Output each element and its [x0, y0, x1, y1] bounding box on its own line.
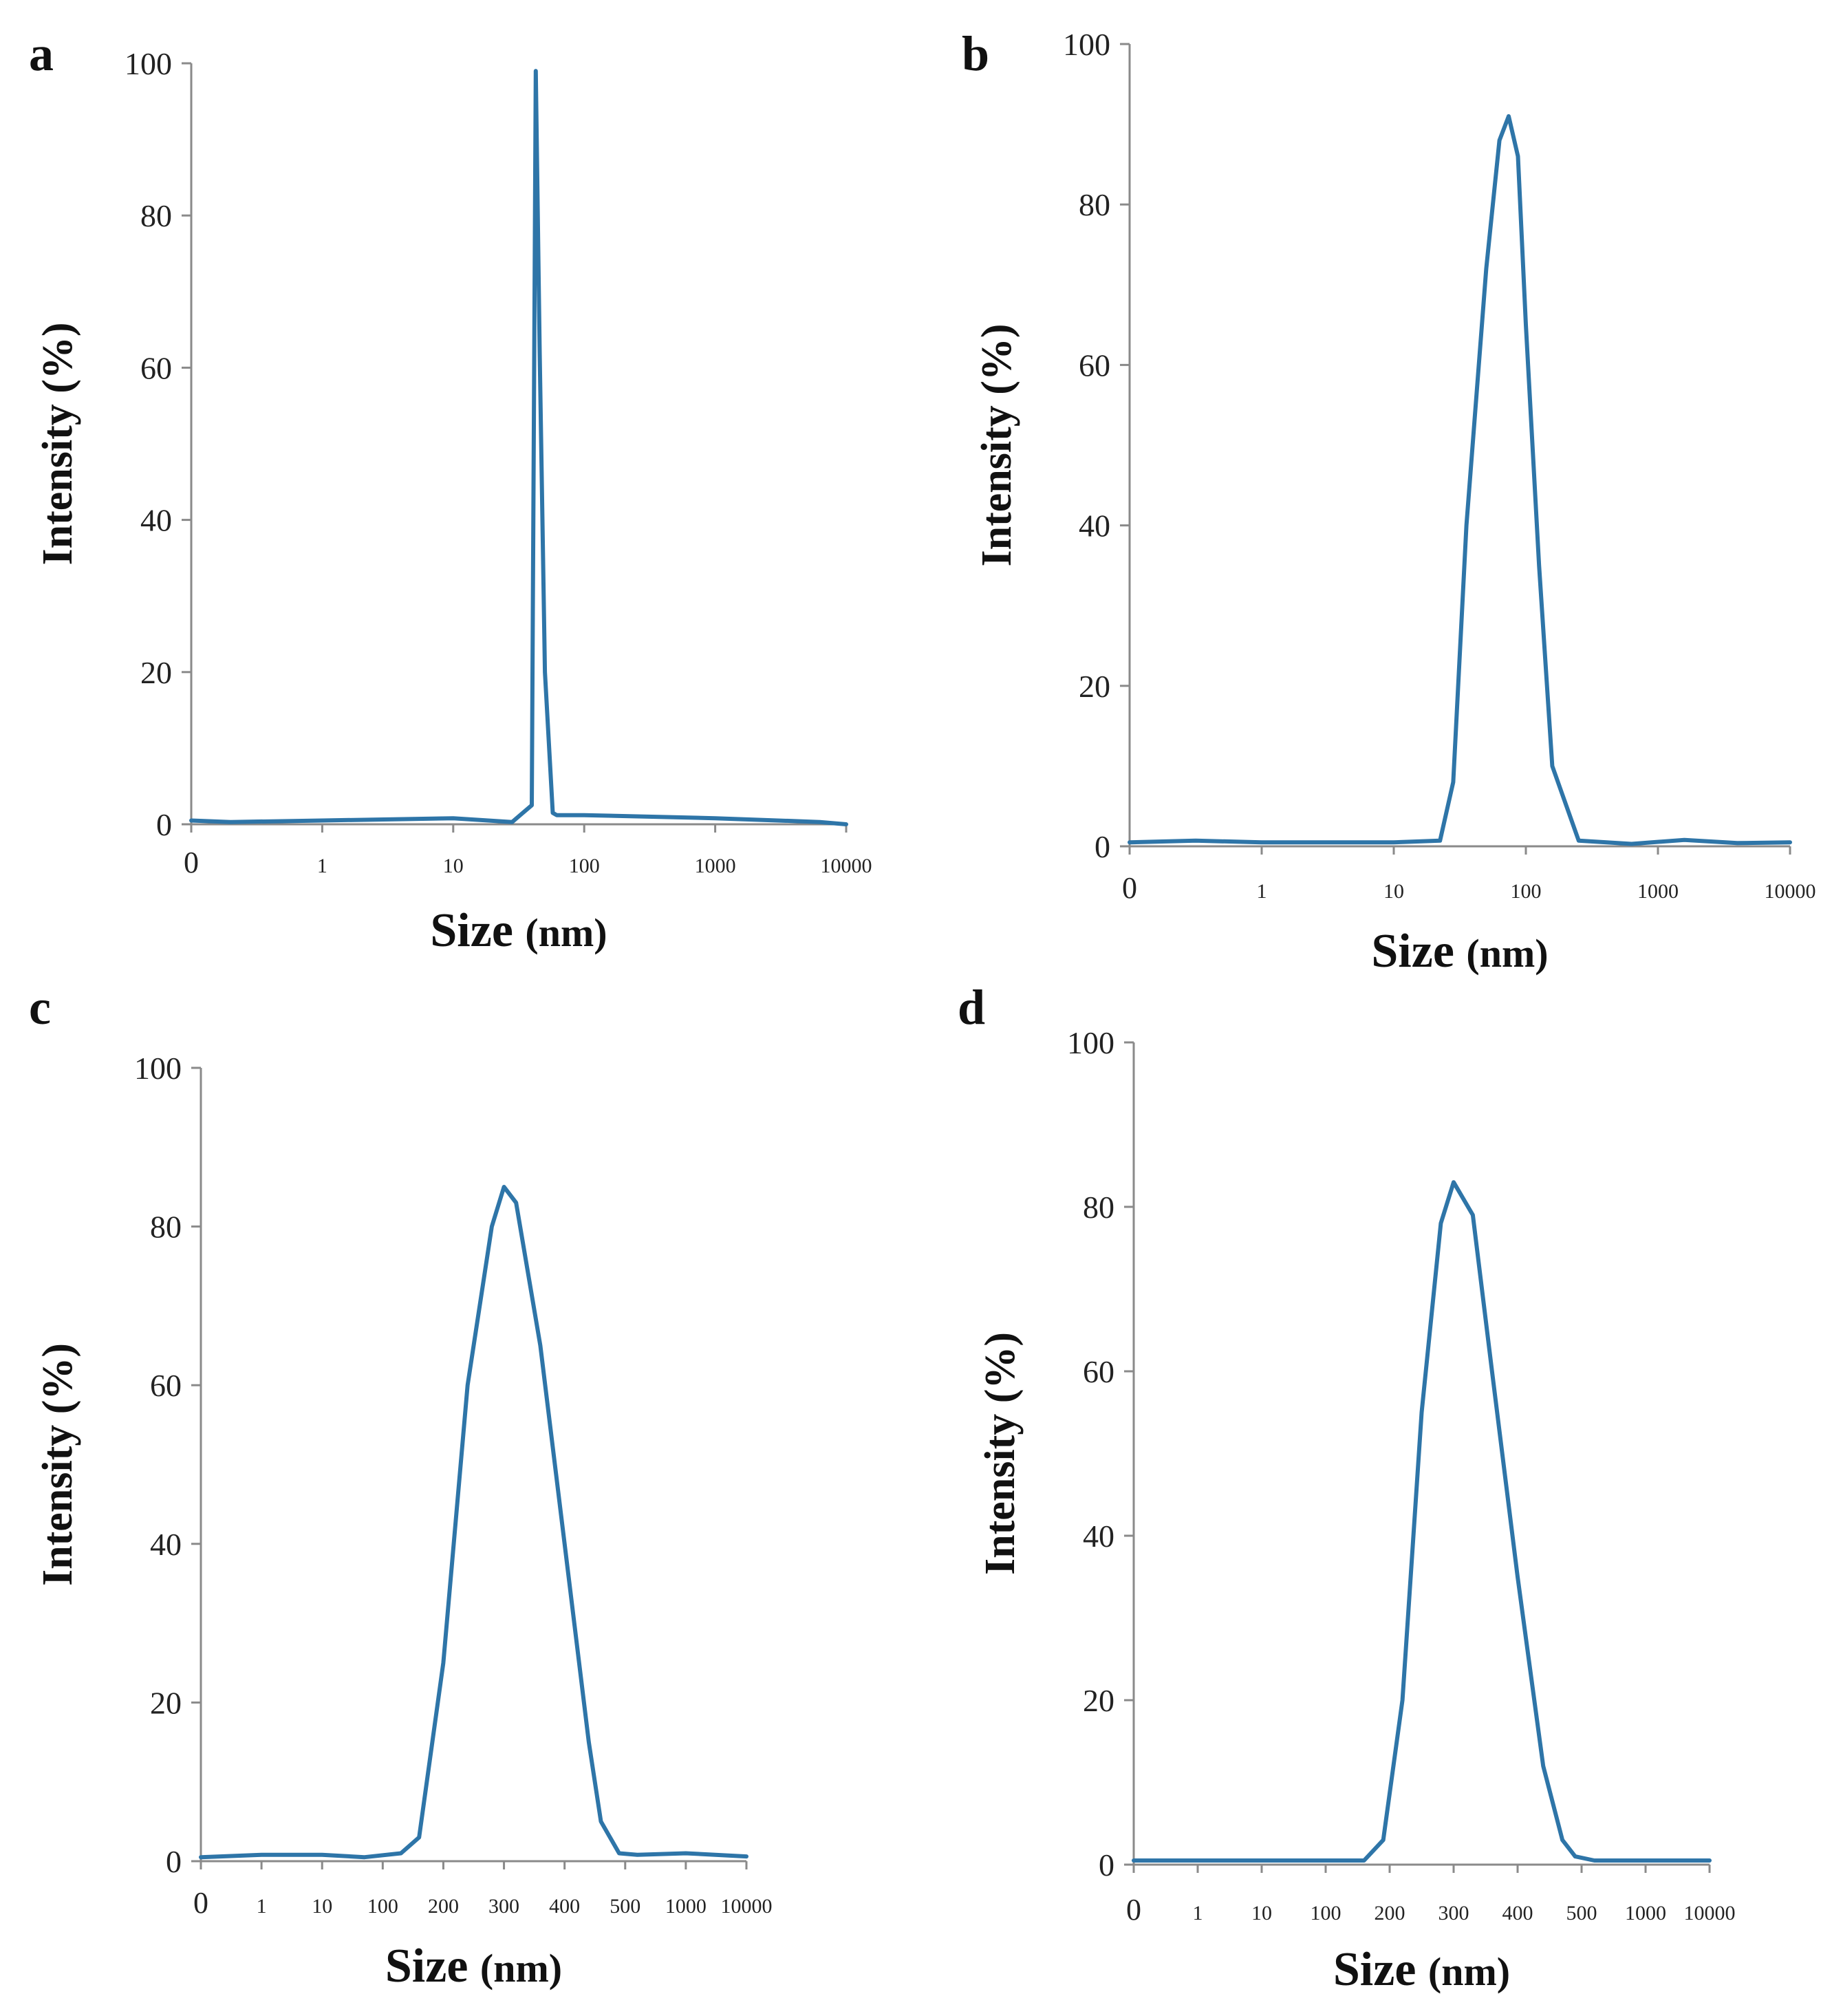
y-tick-label: 20	[150, 1685, 182, 1720]
x-axis-title: Size (nm)	[1371, 925, 1548, 978]
x-tick-label: 1	[1257, 880, 1267, 903]
y-tick-label: 80	[140, 198, 172, 233]
y-axis-title: Intensity (%)	[34, 1343, 81, 1586]
y-tick-label: 60	[1079, 347, 1110, 383]
y-tick-label: 20	[1079, 669, 1110, 704]
x-tick-label: 100	[367, 1895, 398, 1918]
y-tick-label: 100	[134, 1051, 182, 1086]
y-tick-label: 100	[125, 46, 172, 81]
panel-label-b: b	[962, 26, 989, 81]
x-axis-title-unit: (nm)	[1428, 1949, 1510, 1994]
y-tick-label: 100	[1067, 1025, 1114, 1060]
x-tick-label: 100	[1511, 880, 1542, 903]
x-tick-label: 100	[1311, 1902, 1341, 1924]
panel-label-d: d	[958, 980, 985, 1035]
y-tick-label: 0	[1099, 1847, 1114, 1883]
x-tick-label: 1	[317, 855, 327, 877]
x-axis-title-unit: (nm)	[1466, 931, 1548, 976]
x-tick-label: 400	[1502, 1902, 1533, 1924]
y-tick-label: 0	[1095, 829, 1110, 864]
series-line	[1132, 1180, 1712, 1863]
panel-label-c: c	[29, 980, 51, 1035]
x-axis-title: Size (nm)	[1333, 1943, 1510, 1996]
x-axis-title-main: Size	[385, 1940, 480, 1993]
y-axis-title: Intensity (%)	[977, 1332, 1024, 1575]
x-tick-label: 1000	[1637, 880, 1679, 903]
y-axis-title: Intensity (%)	[34, 322, 81, 565]
x-tick-label: 10000	[821, 855, 872, 877]
x-tick-label: 0	[1126, 1893, 1141, 1927]
x-tick-label: 10	[1251, 1902, 1272, 1924]
y-tick-label: 40	[150, 1527, 182, 1562]
x-tick-label: 0	[193, 1886, 208, 1920]
y-tick-label: 60	[1083, 1354, 1114, 1389]
y-tick-label: 0	[156, 807, 172, 842]
x-axis-title-main: Size	[1371, 925, 1466, 978]
x-tick-label: 300	[1438, 1902, 1469, 1924]
series-line	[189, 69, 848, 826]
x-tick-label: 1	[1193, 1902, 1203, 1924]
x-tick-label: 500	[1566, 1902, 1597, 1924]
x-tick-label: 200	[1375, 1902, 1405, 1924]
y-tick-label: 0	[166, 1844, 182, 1879]
x-tick-label: 300	[488, 1895, 519, 1918]
x-tick-label: 400	[549, 1895, 580, 1918]
x-tick-label: 10000	[1765, 880, 1816, 903]
x-axis-title: Size (nm)	[430, 904, 607, 957]
x-axis-title-main: Size	[430, 904, 525, 957]
x-tick-label: 10	[312, 1895, 332, 1918]
x-tick-label: 1000	[695, 855, 736, 877]
y-tick-label: 80	[1079, 187, 1110, 222]
y-tick-label: 20	[140, 655, 172, 690]
x-tick-label: 200	[428, 1895, 459, 1918]
series-line	[199, 1185, 748, 1860]
x-tick-label: 1	[257, 1895, 267, 1918]
x-axis-title: Size (nm)	[385, 1940, 562, 1993]
x-tick-label: 10000	[1684, 1902, 1736, 1924]
y-tick-label: 60	[150, 1368, 182, 1403]
x-tick-label: 100	[569, 855, 600, 877]
x-tick-label: 1000	[665, 1895, 707, 1918]
y-tick-label: 80	[1083, 1190, 1114, 1225]
x-tick-label: 0	[184, 846, 199, 879]
y-tick-label: 20	[1083, 1683, 1114, 1718]
x-tick-label: 500	[610, 1895, 640, 1918]
y-tick-label: 40	[1079, 508, 1110, 544]
y-tick-label: 80	[150, 1210, 182, 1245]
series-line	[1128, 114, 1792, 846]
x-axis-title-unit: (nm)	[480, 1946, 562, 1991]
y-axis-title: Intensity (%)	[973, 323, 1020, 566]
x-tick-label: 0	[1122, 871, 1137, 905]
x-tick-label: 1000	[1625, 1902, 1666, 1924]
y-tick-label: 60	[140, 350, 172, 385]
x-axis-title-main: Size	[1333, 1943, 1428, 1996]
panel-label-a: a	[29, 26, 54, 81]
y-tick-label: 100	[1063, 27, 1110, 62]
y-tick-label: 40	[1083, 1519, 1114, 1554]
x-tick-label: 10	[1383, 880, 1404, 903]
x-tick-label: 10	[443, 855, 464, 877]
x-tick-label: 10000	[721, 1895, 773, 1918]
x-axis-title-unit: (nm)	[525, 910, 607, 955]
y-tick-label: 40	[140, 503, 172, 538]
